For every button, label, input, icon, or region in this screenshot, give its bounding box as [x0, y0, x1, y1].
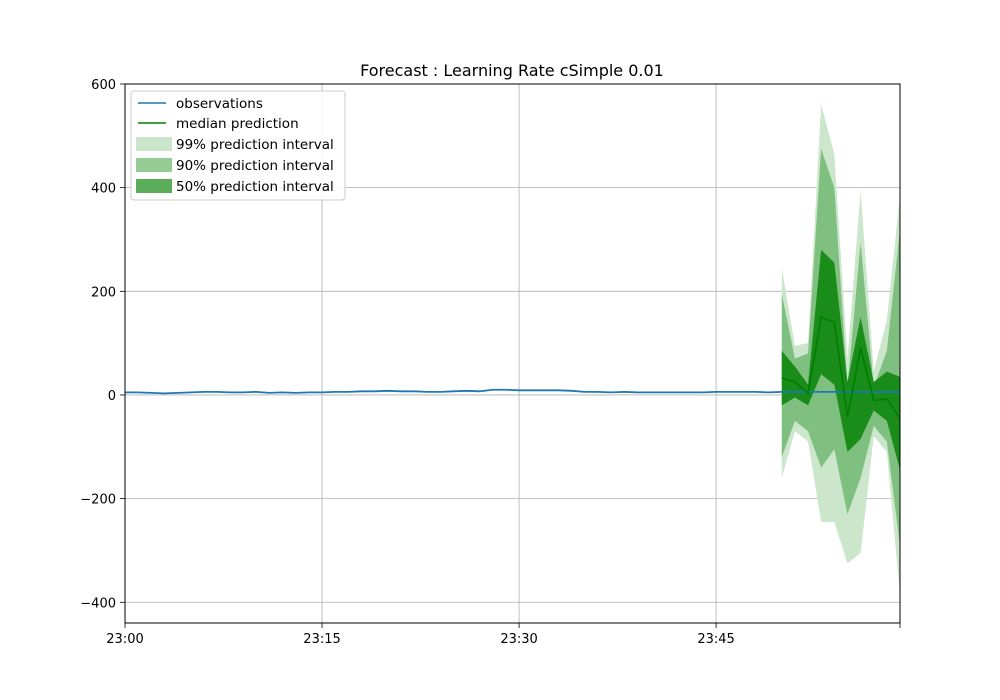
- legend-50-swatch: [136, 179, 172, 193]
- y-tick-label: 0: [108, 389, 116, 404]
- x-tick-label: 23:45: [697, 632, 734, 647]
- legend: observations median prediction 99% predi…: [130, 90, 346, 201]
- observations-line: [125, 388, 900, 395]
- y-tick-label: −200: [80, 493, 116, 508]
- median-prediction-line: [781, 315, 901, 419]
- x-tick-label: 23:30: [500, 632, 537, 647]
- legend-box: [130, 90, 346, 201]
- y-tick-label: 400: [91, 182, 116, 197]
- legend-90-swatch: [136, 158, 172, 172]
- legend-99-swatch: [136, 137, 172, 151]
- legend-observations-label: observations: [176, 96, 263, 112]
- prediction-bands: [781, 104, 900, 595]
- legend-90-label: 90% prediction interval: [176, 158, 334, 174]
- y-axis: −400 −200 0 200 400 600: [80, 78, 125, 611]
- legend-50-label: 50% prediction interval: [176, 179, 334, 195]
- legend-99-label: 99% prediction interval: [176, 137, 334, 153]
- band-50-prediction-interval: [781, 249, 900, 471]
- x-tick-label: 23:15: [303, 632, 340, 647]
- x-tick-label: 23:00: [106, 632, 143, 647]
- x-axis: 23:00 23:15 23:30 23:45: [106, 623, 901, 647]
- y-tick-label: 600: [91, 78, 116, 93]
- y-tick-label: 200: [91, 285, 116, 300]
- legend-median-label: median prediction: [176, 116, 299, 132]
- series-lines: [125, 315, 901, 419]
- chart-title: Forecast : Learning Rate cSimple 0.01: [360, 61, 664, 80]
- y-tick-label: −400: [80, 596, 116, 611]
- plot-frame: [124, 83, 901, 624]
